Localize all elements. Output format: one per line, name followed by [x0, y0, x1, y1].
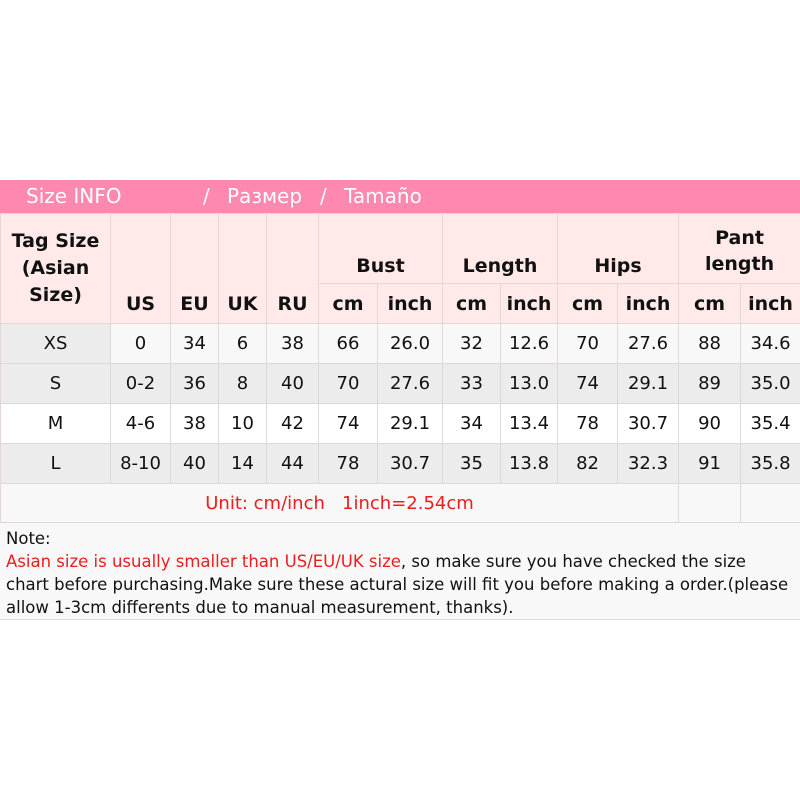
value-cell: 12.6: [499, 323, 559, 364]
value-cell: 35.8: [740, 443, 800, 484]
header-inch: inch: [377, 283, 443, 324]
value-cell: 34: [170, 323, 219, 364]
value-cell: 13.0: [499, 363, 559, 404]
header-bust: Bust: [318, 213, 443, 284]
header-uk: UK: [218, 213, 267, 324]
header-pant-length: Pant length: [678, 213, 800, 284]
value-cell: 36: [170, 363, 219, 404]
value-cell: 29.1: [617, 363, 680, 404]
value-cell: 91: [678, 443, 742, 484]
value-cell: 10: [218, 403, 267, 444]
unit-cell: Unit: cm/inch 1inch=2.54cm: [0, 483, 680, 523]
value-cell: 88: [678, 323, 742, 364]
size-label-cell: XS: [0, 323, 111, 364]
header-inch: inch: [499, 283, 559, 324]
value-cell: 38: [266, 323, 319, 364]
header-hips: Hips: [557, 213, 680, 284]
value-cell: 90: [678, 403, 742, 444]
title-separator: /: [203, 184, 210, 208]
title-spanish: Tamaño: [344, 184, 422, 208]
value-cell: 74: [318, 403, 378, 444]
value-cell: 44: [266, 443, 319, 484]
title-separator: /: [320, 184, 327, 208]
value-cell: 27.6: [617, 323, 680, 364]
table-row: XS 0 34 6 38 66 26.0 32 12.6 70 27.6 88 34.6: [0, 323, 800, 364]
value-cell: 35: [442, 443, 501, 484]
title-bar: Size INFO / Размер / Tamaño: [0, 180, 800, 213]
header-inch: inch: [617, 283, 680, 324]
value-cell: 34: [442, 403, 501, 444]
value-cell: 35.0: [740, 363, 800, 404]
value-cell: 42: [266, 403, 319, 444]
header-cm: cm: [318, 283, 378, 324]
empty-cell: [740, 483, 800, 523]
value-cell: 74: [557, 363, 619, 404]
value-cell: 26.0: [377, 323, 443, 364]
value-cell: 13.8: [499, 443, 559, 484]
value-cell: 13.4: [499, 403, 559, 444]
value-cell: 35.4: [740, 403, 800, 444]
header-us: US: [110, 213, 171, 324]
value-cell: 14: [218, 443, 267, 484]
note-section: Note: Asian size is usually smaller than…: [0, 522, 800, 620]
value-cell: 30.7: [377, 443, 443, 484]
size-label-cell: M: [0, 403, 111, 444]
title-russian: Размер: [227, 184, 303, 208]
value-cell: 32.3: [617, 443, 680, 484]
header-cm: cm: [557, 283, 619, 324]
value-cell: 32: [442, 323, 501, 364]
size-table: Tag Size (Asian Size) US EU UK RU Bust L…: [0, 213, 800, 523]
size-label-cell: S: [0, 363, 111, 404]
header-length: Length: [441, 213, 559, 284]
header-tag-size: Tag Size (Asian Size): [0, 213, 111, 324]
value-cell: 66: [318, 323, 378, 364]
value-cell: 78: [557, 403, 619, 444]
value-cell: 27.6: [377, 363, 443, 404]
value-cell: 0-2: [110, 363, 171, 404]
value-cell: 4-6: [110, 403, 171, 444]
unit-note: Unit: cm/inch 1inch=2.54cm: [205, 492, 474, 514]
value-cell: 8-10: [110, 443, 171, 484]
header-inch: inch: [740, 283, 800, 324]
note-label: Note:: [6, 529, 51, 548]
note-warning: Asian size is usually smaller than US/EU…: [6, 552, 401, 571]
value-cell: 0: [110, 323, 171, 364]
value-cell: 40: [266, 363, 319, 404]
value-cell: 89: [678, 363, 742, 404]
note-body: , so make sure you have checked the size…: [6, 552, 789, 617]
header-cm: cm: [442, 283, 501, 324]
empty-cell: [678, 483, 742, 523]
value-cell: 30.7: [617, 403, 680, 444]
value-cell: 34.6: [740, 323, 800, 364]
value-cell: 40: [170, 443, 219, 484]
value-cell: 6: [218, 323, 267, 364]
value-cell: 8: [218, 363, 267, 404]
value-cell: 33: [442, 363, 501, 404]
value-cell: 70: [318, 363, 378, 404]
header-cm: cm: [678, 283, 742, 324]
note-text: Asian size is usually smaller than US/EU…: [6, 550, 794, 619]
table-row: M 4-6 38 10 42 74 29.1 34 13.4 78 30.7 90 35.4: [0, 403, 800, 444]
value-cell: 82: [557, 443, 619, 484]
header-ru: RU: [266, 213, 319, 324]
value-cell: 38: [170, 403, 219, 444]
table-row: S 0-2 36 8 40 70 27.6 33 13.0 74 29.1 89 35.0: [0, 363, 800, 404]
title-english: Size INFO: [26, 184, 122, 208]
size-label-cell: L: [0, 443, 111, 484]
value-cell: 78: [318, 443, 378, 484]
value-cell: 70: [557, 323, 619, 364]
value-cell: 29.1: [377, 403, 443, 444]
table-row: L 8-10 40 14 44 78 30.7 35 13.8 82 32.3 91 35.8: [0, 443, 800, 484]
header-eu: EU: [170, 213, 219, 324]
